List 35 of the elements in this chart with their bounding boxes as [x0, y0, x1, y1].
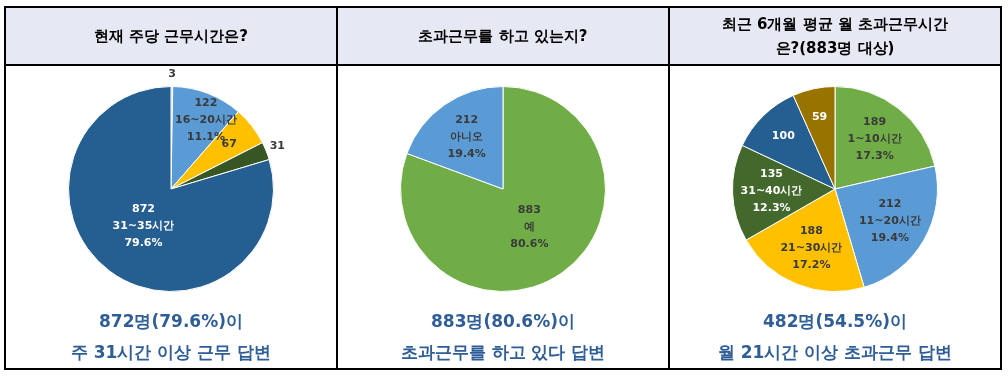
- text: 12.3%: [752, 201, 791, 215]
- text: 19.4%: [447, 146, 486, 160]
- data-label: 189: [863, 115, 887, 129]
- text: 80.6%: [510, 236, 549, 250]
- data-label: 31: [269, 139, 285, 153]
- data-label: 3: [168, 67, 176, 81]
- data-label: 122: [194, 95, 218, 109]
- chart-title: 최근 6개월 평균 월 초과근무시간은?(883명 대상): [670, 8, 1000, 66]
- data-label: 100: [771, 129, 796, 143]
- text: 주 31시간 이상 근무 답변: [69, 341, 273, 364]
- text: 79.6%: [124, 235, 163, 249]
- slice-label: 31~35시간: [112, 218, 175, 232]
- data-label: 188: [799, 223, 823, 237]
- text: 초과근무를 하고 있다 답변: [399, 341, 607, 364]
- data-label: 212: [878, 196, 902, 210]
- text: 872명(79.6%)이: [98, 310, 244, 333]
- data-label: 59: [811, 109, 828, 123]
- chart-title: 현재 주당 근무시간은?: [6, 8, 336, 66]
- data-label: 872: [131, 201, 155, 215]
- text: 883명(80.6%)이: [430, 310, 576, 333]
- chart-title: 초과근무를 하고 있는지?: [338, 8, 668, 66]
- text: 17.2%: [792, 257, 831, 271]
- slice-label: 1~10시간: [847, 132, 902, 146]
- slice-label: 11~20시간: [858, 213, 921, 227]
- slice-label: 21~30시간: [780, 240, 843, 254]
- text: 17.3%: [855, 149, 894, 163]
- data-label: 212: [455, 112, 479, 126]
- data-label: 135: [760, 167, 783, 181]
- text: 월 21시간 이상 초과근무 답변: [716, 341, 954, 364]
- slice-label: 아니오: [450, 129, 484, 143]
- text: 482명(54.5%)이: [762, 310, 908, 333]
- data-label: 883: [517, 202, 541, 216]
- text: 19.4%: [870, 230, 909, 244]
- slice-label: 예: [523, 219, 535, 233]
- slice-label: 31~40시간: [740, 184, 803, 198]
